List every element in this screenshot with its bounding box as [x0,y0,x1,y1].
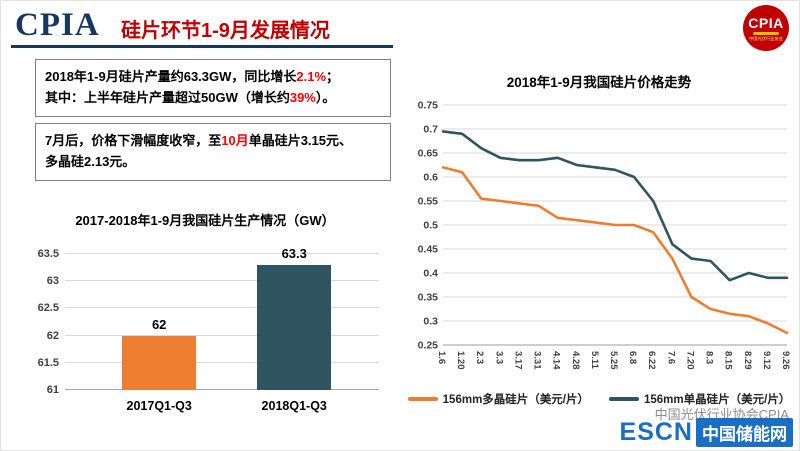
bar-gridline [65,361,379,363]
line-series-0 [441,166,789,335]
line-xtick-label: 6.8 [627,351,638,364]
line-xtick-label: 7.20 [684,351,695,370]
note-box-production: 2018年1-9月硅片产量约63.3GW，同比增长2.1%； 其中：上半年硅片产… [35,59,391,117]
line-xtick-label: 7.6 [665,351,676,364]
bar-gridline [65,253,379,254]
note-text: 单晶硅片3.15元、 [248,133,353,148]
bar-category-label: 2017Q1-Q3 [126,399,192,413]
line-xtick-label: 8.3 [704,351,715,364]
bar-category-label: 2018Q1-Q3 [261,399,327,413]
line-xtick-label: 8.15 [723,351,734,370]
bar-gridline [65,334,379,336]
cpia-badge-subtext: 中国光伏行业协会 [748,35,783,41]
escn-logo-text: ESCN [619,418,693,446]
note-text: ）。 [315,89,336,105]
bar-2017Q1-Q3 [122,335,197,390]
bar-ytick-label: 63 [46,275,59,288]
legend-item-mono: 156mm单晶硅片（美元/片） [609,391,790,407]
line-xtick-label: 4.28 [570,351,581,370]
note-highlight: 39% [289,89,316,105]
line-xtick-label: 1.20 [455,351,466,370]
bar-gridline [65,307,379,309]
bar-value-label: 62 [151,316,167,332]
line-ytick-label: 0.75 [418,100,439,112]
line-xtick-label: 3.17 [512,351,523,370]
line-xtick-label: 3.3 [493,351,504,364]
line-chart-title: 2018年1-9月我国硅片价格走势 [506,75,692,90]
line-ytick-label: 0.25 [418,340,439,352]
line-ytick-label: 0.35 [418,292,439,304]
bar-ytick-label: 62.5 [37,302,59,315]
line-ytick-label: 0.45 [418,244,439,256]
note-box-price: 7月后，价格下滑幅度收窄，至10月单晶硅片3.15元、 多晶硅2.13元。 [35,123,391,181]
line-xtick-label: 1.6 [436,351,447,364]
line-ytick-label: 0.3 [423,316,438,328]
cpia-badge-arc-icon [753,31,779,35]
bar-ytick-label: 61 [46,384,59,396]
bar-chart: 2017-2018年1-9月我国硅片生产情况（GW） 61 61.5 62 62.5 6… [19,204,391,420]
bar-2018Q1-Q3 [257,264,332,390]
line-chart-legend: 156mm多晶硅片（美元/片） 156mm单晶硅片（美元/片） [403,391,795,407]
bar-gridline [65,389,379,390]
line-xtick-label: 9.26 [780,351,791,370]
line-ytick-label: 0.65 [418,148,439,160]
cpia-wordmark: CPIA [15,7,100,43]
legend-swatch [609,397,639,401]
line-ytick-label: 0.7 [423,124,438,136]
legend-item-poly: 156mm多晶硅片（美元/片） [407,391,589,407]
note-highlight: 2.1% [296,69,327,84]
legend-label: 156mm单晶硅片（美元/片） [644,394,791,406]
line-xtick-label: 3.31 [532,351,543,370]
escn-site-name: 中国储能网 [696,418,793,447]
line-xtick-label: 4.14 [551,351,562,370]
bar-value-label: 63.3 [281,245,307,261]
bar-chart-xlabels: 2017Q1-Q3 2018Q1-Q3 [65,394,379,420]
line-ytick-label: 0.4 [423,268,438,280]
line-xtick-label: 6.22 [646,351,657,370]
legend-swatch [407,397,438,401]
line-ytick-label: 0.5 [423,220,438,232]
bar-gridline [65,280,379,282]
line-chart-svg: 0.25 0.3 0.35 0.4 0.45 0.5 0.55 0.6 0.65 0.7 0.75 1… [418,100,791,371]
note-text: 其中：上半年硅片产量超过50GW（增长约 [45,89,290,105]
line-xtick-label: 5.11 [589,351,600,370]
legend-label: 156mm多晶硅片（美元/片） [442,394,589,406]
line-series-1 [441,130,789,282]
line-xtick-label: 2.3 [474,351,485,364]
title-underline [11,45,393,48]
bar-chart-plot: 61 61.5 62 62.5 63 63.5 62 63.3 [38,246,379,396]
line-xtick-label: 9.12 [761,351,772,370]
bar-ytick-label: 63.5 [37,248,59,260]
cpia-logo-badge: CPIA 中国光伏行业协会 [743,5,789,51]
page-title: 硅片环节1-9月发展情况 [121,20,330,42]
escn-logo: ESCN 中国储能网 [620,418,793,447]
note-highlight: 10月 [221,133,249,148]
bar-ytick-label: 62 [46,329,59,342]
note-text: ； [326,69,340,84]
cpia-badge-text: CPIA [748,14,784,31]
line-xtick-label: 5.25 [608,351,619,370]
line-ytick-label: 0.6 [423,172,438,184]
note-text: 7月后，价格下滑幅度收窄，至 [45,133,222,148]
line-ytick-label: 0.55 [418,196,439,208]
bar-ytick-label: 61.5 [37,356,59,369]
line-chart: 2018年1-9月我国硅片价格走势 0.25 0.3 0.35 0.4 0.45 0.5 0… [403,71,795,423]
note-text: 多晶硅2.13元。 [45,153,136,169]
line-xtick-label: 8.29 [742,351,753,370]
bar-chart-title: 2017-2018年1-9月我国硅片生产情况（GW） [75,213,335,228]
note-text: 2018年1-9月硅片产量约63.3GW，同比增长 [45,69,297,84]
